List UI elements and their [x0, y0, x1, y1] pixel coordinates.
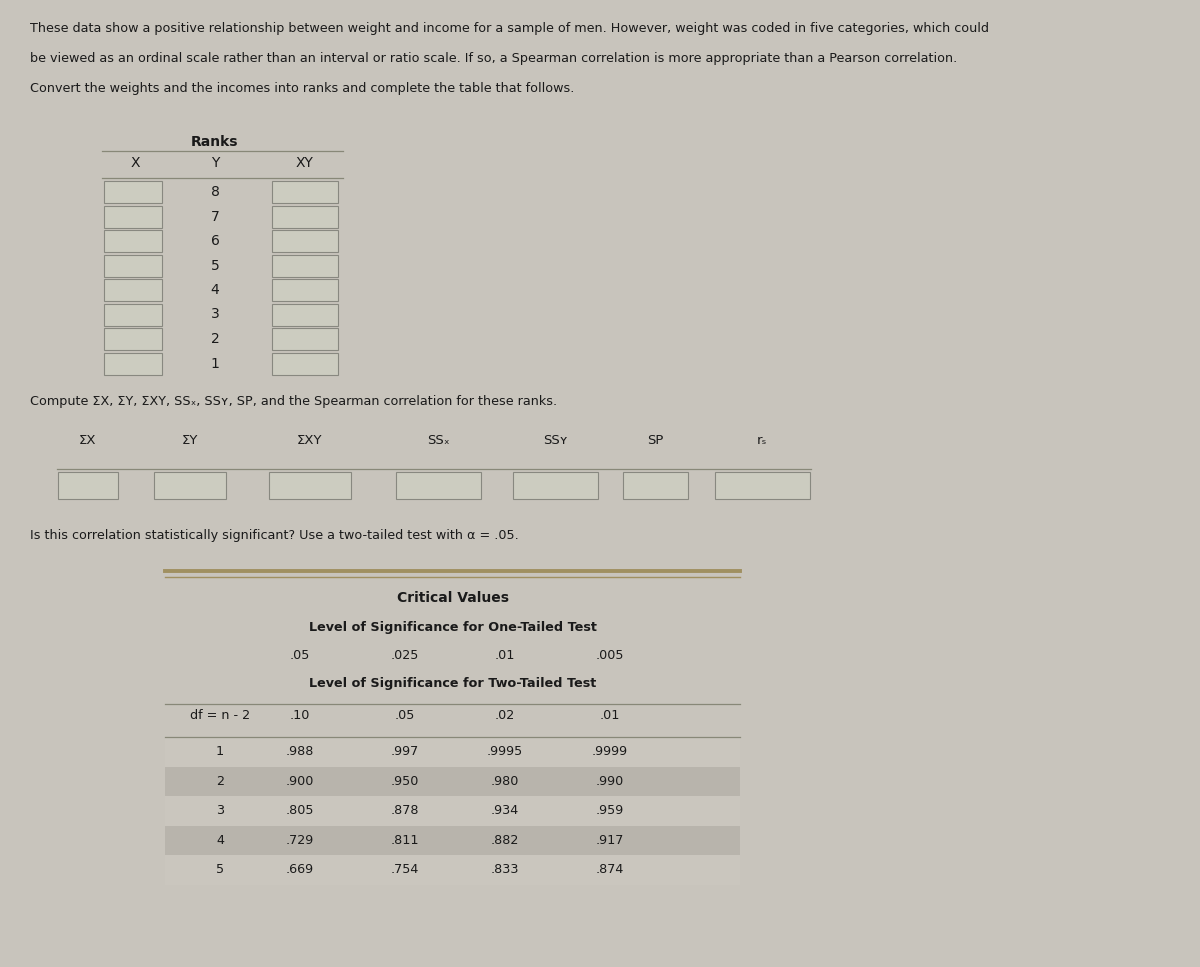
- FancyBboxPatch shape: [272, 254, 338, 277]
- Text: These data show a positive relationship between weight and income for a sample o: These data show a positive relationship …: [30, 22, 989, 35]
- FancyBboxPatch shape: [272, 353, 338, 374]
- FancyBboxPatch shape: [269, 472, 352, 499]
- FancyBboxPatch shape: [272, 304, 338, 326]
- Text: 2: 2: [211, 332, 220, 346]
- Text: Level of Significance for One-Tailed Test: Level of Significance for One-Tailed Tes…: [308, 621, 596, 634]
- Text: ΣXY: ΣXY: [298, 434, 323, 447]
- FancyBboxPatch shape: [166, 796, 740, 826]
- Text: .805: .805: [286, 805, 314, 817]
- FancyBboxPatch shape: [272, 181, 338, 203]
- FancyBboxPatch shape: [104, 304, 162, 326]
- FancyBboxPatch shape: [396, 472, 480, 499]
- Text: .934: .934: [491, 805, 520, 817]
- Text: .9999: .9999: [592, 746, 628, 758]
- Text: XY: XY: [296, 156, 314, 170]
- FancyBboxPatch shape: [166, 855, 740, 885]
- Text: .950: .950: [391, 775, 419, 788]
- Text: df = n - 2: df = n - 2: [190, 709, 250, 722]
- Text: Convert the weights and the incomes into ranks and complete the table that follo: Convert the weights and the incomes into…: [30, 82, 575, 95]
- Text: .988: .988: [286, 746, 314, 758]
- FancyBboxPatch shape: [104, 254, 162, 277]
- Text: .025: .025: [391, 649, 419, 662]
- Text: .05: .05: [395, 709, 415, 722]
- Text: SSʏ: SSʏ: [542, 434, 568, 447]
- Text: Is this correlation statistically significant? Use a two-tailed test with α = .0: Is this correlation statistically signif…: [30, 529, 518, 542]
- Text: 5: 5: [216, 864, 224, 876]
- Text: .980: .980: [491, 775, 520, 788]
- FancyBboxPatch shape: [166, 826, 740, 855]
- Text: ΣY: ΣY: [182, 434, 198, 447]
- Text: SSₓ: SSₓ: [427, 434, 449, 447]
- Text: Ranks: Ranks: [191, 135, 239, 149]
- Text: rₛ: rₛ: [757, 434, 767, 447]
- FancyBboxPatch shape: [272, 279, 338, 301]
- Text: .882: .882: [491, 834, 520, 847]
- FancyBboxPatch shape: [272, 230, 338, 252]
- Text: be viewed as an ordinal scale rather than an interval or ratio scale. If so, a S: be viewed as an ordinal scale rather tha…: [30, 52, 958, 65]
- Text: .811: .811: [391, 834, 419, 847]
- Text: Level of Significance for Two-Tailed Test: Level of Significance for Two-Tailed Tes…: [308, 677, 596, 690]
- FancyBboxPatch shape: [104, 353, 162, 374]
- FancyBboxPatch shape: [104, 181, 162, 203]
- Text: 3: 3: [211, 308, 220, 321]
- FancyBboxPatch shape: [272, 206, 338, 227]
- Text: ΣX: ΣX: [79, 434, 97, 447]
- FancyBboxPatch shape: [104, 206, 162, 227]
- Text: 5: 5: [211, 258, 220, 273]
- FancyBboxPatch shape: [714, 472, 810, 499]
- FancyBboxPatch shape: [166, 767, 740, 796]
- Text: 7: 7: [211, 210, 220, 223]
- Text: .9995: .9995: [487, 746, 523, 758]
- Text: .959: .959: [596, 805, 624, 817]
- Text: .874: .874: [596, 864, 624, 876]
- Text: .02: .02: [494, 709, 515, 722]
- Text: 6: 6: [210, 234, 220, 248]
- Text: .01: .01: [494, 649, 515, 662]
- Text: 1: 1: [210, 357, 220, 370]
- Text: 4: 4: [211, 283, 220, 297]
- Text: 4: 4: [216, 834, 224, 847]
- Text: .997: .997: [391, 746, 419, 758]
- Text: Critical Values: Critical Values: [396, 591, 509, 605]
- Text: .900: .900: [286, 775, 314, 788]
- FancyBboxPatch shape: [104, 230, 162, 252]
- FancyBboxPatch shape: [104, 279, 162, 301]
- Text: .10: .10: [290, 709, 310, 722]
- FancyBboxPatch shape: [272, 328, 338, 350]
- FancyBboxPatch shape: [104, 328, 162, 350]
- Text: 8: 8: [210, 185, 220, 199]
- FancyBboxPatch shape: [154, 472, 226, 499]
- FancyBboxPatch shape: [512, 472, 598, 499]
- Text: .01: .01: [600, 709, 620, 722]
- FancyBboxPatch shape: [58, 472, 118, 499]
- Text: 3: 3: [216, 805, 224, 817]
- Text: .917: .917: [596, 834, 624, 847]
- Text: Y: Y: [211, 156, 220, 170]
- Text: SP: SP: [647, 434, 664, 447]
- FancyBboxPatch shape: [166, 737, 740, 767]
- Text: .05: .05: [290, 649, 310, 662]
- Text: .990: .990: [596, 775, 624, 788]
- Text: .005: .005: [595, 649, 624, 662]
- Text: 1: 1: [216, 746, 224, 758]
- Text: Compute ΣX, ΣY, ΣXY, SSₓ, SSʏ, SP, and the Spearman correlation for these ranks.: Compute ΣX, ΣY, ΣXY, SSₓ, SSʏ, SP, and t…: [30, 395, 557, 408]
- Text: X: X: [131, 156, 139, 170]
- Text: .754: .754: [391, 864, 419, 876]
- Text: .878: .878: [391, 805, 419, 817]
- Text: 2: 2: [216, 775, 224, 788]
- FancyBboxPatch shape: [623, 472, 688, 499]
- Text: .669: .669: [286, 864, 314, 876]
- Text: .729: .729: [286, 834, 314, 847]
- Text: .833: .833: [491, 864, 520, 876]
